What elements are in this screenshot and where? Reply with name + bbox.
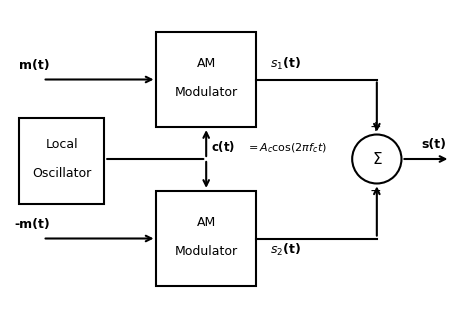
Bar	[156, 32, 256, 127]
Text: AM: AM	[197, 57, 216, 70]
Bar	[156, 191, 256, 286]
Text: AM: AM	[197, 216, 216, 229]
Text: $\Sigma$: $\Sigma$	[372, 151, 382, 167]
Text: m(t): m(t)	[19, 59, 50, 72]
Text: $s_2\mathbf{(t)}$: $s_2\mathbf{(t)}$	[270, 241, 301, 258]
Text: +: +	[370, 120, 381, 134]
Text: s(t): s(t)	[421, 138, 446, 151]
Text: $\mathbf{c(t)}$: $\mathbf{c(t)}$	[211, 139, 235, 154]
Text: Modulator: Modulator	[174, 245, 238, 258]
Text: Local: Local	[46, 138, 78, 151]
Bar	[19, 118, 104, 204]
Text: -m(t): -m(t)	[14, 218, 50, 231]
Text: $s_1\mathbf{(t)}$: $s_1\mathbf{(t)}$	[270, 55, 301, 72]
Text: −: −	[370, 183, 381, 197]
Text: Oscillator: Oscillator	[32, 167, 91, 180]
Ellipse shape	[352, 135, 401, 183]
Text: $= A_c\cos(2\pi f_c t)$: $= A_c\cos(2\pi f_c t)$	[246, 142, 328, 155]
Text: Modulator: Modulator	[174, 86, 238, 99]
